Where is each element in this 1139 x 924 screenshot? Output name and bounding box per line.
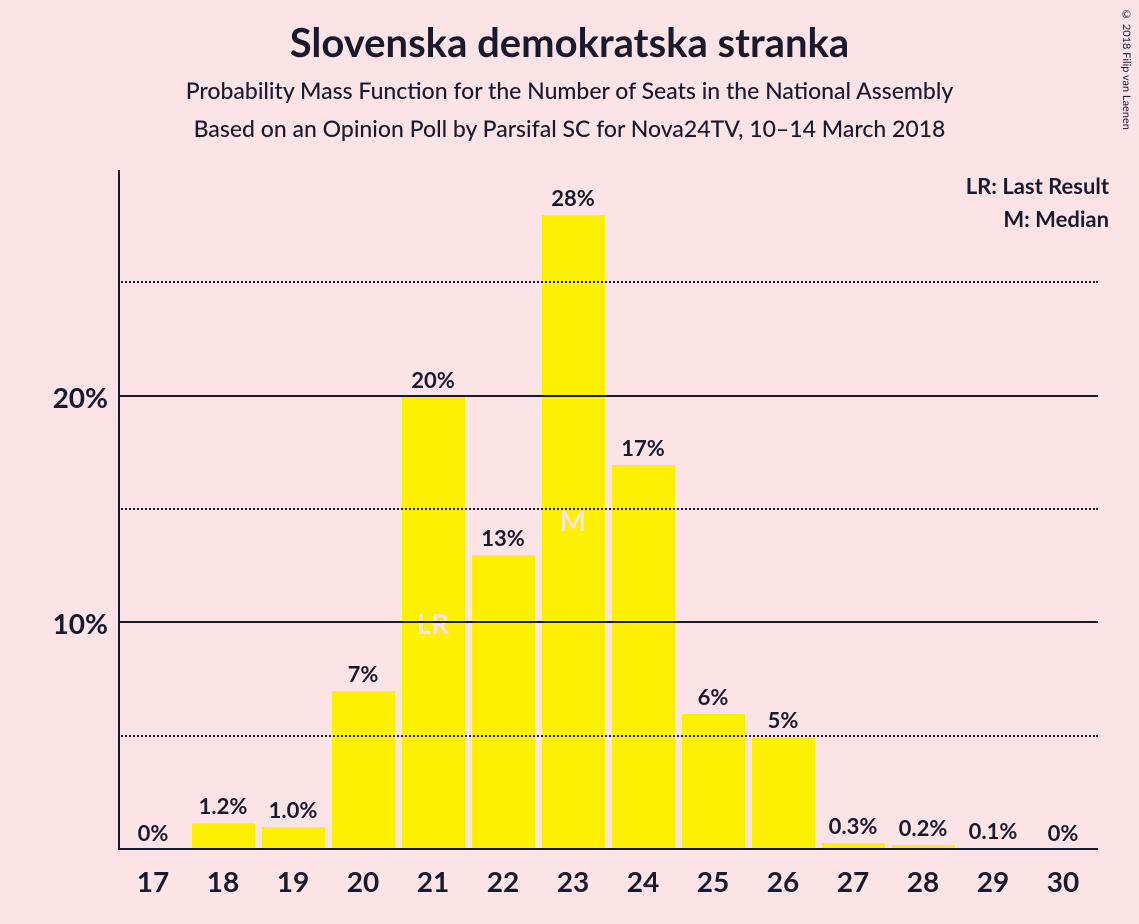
bar-slot: 1.2%18 — [188, 170, 258, 850]
x-axis-label: 28 — [907, 850, 939, 898]
x-axis-label: 24 — [627, 850, 659, 898]
x-axis-label: 30 — [1047, 850, 1079, 898]
x-axis-label: 27 — [837, 850, 869, 898]
x-axis — [118, 848, 1098, 850]
bar: 1.2% — [192, 823, 255, 850]
bar-slot: 0%17 — [118, 170, 188, 850]
bar-value-label: 0.2% — [899, 814, 948, 845]
chart-area: 0%171.2%181.0%197%2020%LR2113%2228%M2317… — [118, 170, 1098, 850]
bar-slot: 20%LR21 — [398, 170, 468, 850]
bar-slot: 17%24 — [608, 170, 678, 850]
bar-value-label: 0% — [138, 819, 169, 850]
bar-slot: 5%26 — [748, 170, 818, 850]
y-axis-label: 20% — [38, 380, 108, 414]
bar-value-label: 28% — [551, 184, 595, 215]
bar-slot: 0.3%27 — [818, 170, 888, 850]
x-axis-label: 23 — [557, 850, 589, 898]
x-axis-label: 18 — [207, 850, 239, 898]
bar-value-label: 17% — [621, 434, 665, 465]
bars-container: 0%171.2%181.0%197%2020%LR2113%2228%M2317… — [118, 170, 1098, 850]
bar-slot: 1.0%19 — [258, 170, 328, 850]
chart-subtitle-1: Probability Mass Function for the Number… — [0, 76, 1139, 104]
x-axis-label: 29 — [977, 850, 1009, 898]
gridline-major — [118, 621, 1098, 623]
y-axis-label: 10% — [38, 606, 108, 640]
bar: 13% — [472, 555, 535, 850]
bar-value-label: 0.1% — [969, 817, 1018, 848]
bar-value-label: 0% — [1048, 819, 1079, 850]
x-axis-label: 21 — [417, 850, 449, 898]
bar: 17% — [612, 465, 675, 850]
bar-slot: 7%20 — [328, 170, 398, 850]
bar-slot: 0.2%28 — [888, 170, 958, 850]
bar-value-label: 20% — [411, 366, 455, 397]
bar-slot: 6%25 — [678, 170, 748, 850]
bar-slot: 13%22 — [468, 170, 538, 850]
bar: 7% — [332, 691, 395, 850]
chart-title: Slovenska demokratska stranka — [0, 0, 1139, 66]
y-axis — [118, 170, 120, 850]
gridline-major — [118, 395, 1098, 397]
bar-value-label: 1.2% — [199, 792, 248, 823]
bar-value-label: 1.0% — [269, 796, 318, 827]
bar-value-label: 7% — [348, 660, 379, 691]
chart-subtitle-2: Based on an Opinion Poll by Parsifal SC … — [0, 114, 1139, 142]
bar-value-label: 0.3% — [829, 812, 878, 843]
bar-value-label: 13% — [481, 524, 525, 555]
copyright-text: © 2018 Filip van Laenen — [1120, 8, 1133, 130]
x-axis-label: 17 — [137, 850, 169, 898]
bar-slot: 28%M23 — [538, 170, 608, 850]
bar: 1.0% — [262, 827, 325, 850]
x-axis-label: 20 — [347, 850, 379, 898]
x-axis-label: 26 — [767, 850, 799, 898]
bar: 5% — [752, 737, 815, 850]
x-axis-label: 25 — [697, 850, 729, 898]
gridline-minor — [118, 508, 1098, 510]
bar-slot: 0.1%29 — [958, 170, 1028, 850]
x-axis-label: 22 — [487, 850, 519, 898]
bar-slot: 0%30 — [1028, 170, 1098, 850]
x-axis-label: 19 — [277, 850, 309, 898]
gridline-minor — [118, 281, 1098, 283]
bar-value-label: 5% — [768, 706, 799, 737]
bar-value-label: 6% — [698, 683, 729, 714]
gridline-minor — [118, 735, 1098, 737]
bar: 28%M — [542, 215, 605, 850]
